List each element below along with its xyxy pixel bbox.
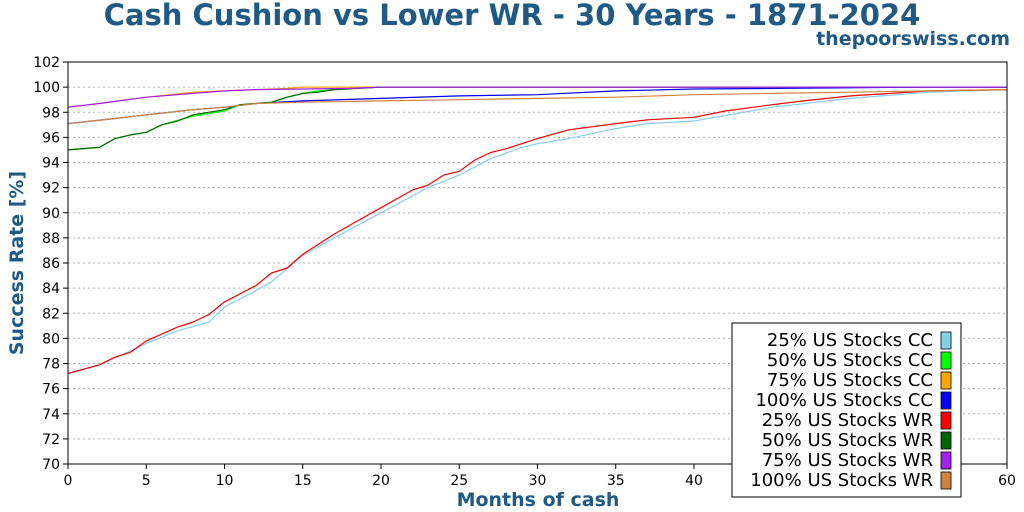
legend-swatch (940, 351, 952, 370)
series-line-5 (67, 89, 1008, 375)
y-tick-label: 88 (42, 231, 60, 247)
x-tick-label: 15 (294, 473, 312, 489)
y-tick-label: 98 (42, 105, 60, 121)
legend-swatch (940, 411, 952, 430)
legend-swatch (940, 391, 952, 410)
y-tick-label: 96 (42, 130, 60, 146)
y-tick-label: 94 (42, 156, 60, 172)
y-tick-label: 90 (42, 206, 60, 222)
y-tick-label: 82 (42, 306, 60, 322)
y-tick-label: 70 (42, 457, 60, 473)
x-axis-title: Months of cash (457, 489, 620, 511)
x-tick-label: 0 (64, 473, 73, 489)
x-tick-label: 35 (607, 473, 625, 489)
y-tick-label: 78 (42, 357, 60, 373)
x-tick-label: 5 (142, 473, 151, 489)
x-tick-label: 25 (450, 473, 468, 489)
series-line-1 (67, 89, 1008, 375)
y-tick-label: 76 (42, 382, 60, 398)
site-credit: thepoorswiss.com (816, 28, 1010, 50)
legend-swatch (940, 471, 952, 490)
legend-label: 100% US Stocks WR (750, 470, 933, 491)
y-axis: 70 72 74 76 78 80 82 84 86 88 90 92 94 96 98 100 102 (33, 55, 68, 473)
y-tick-label: 100 (33, 80, 60, 96)
y-tick-label: 72 (42, 432, 60, 448)
series-lines (67, 86, 1008, 375)
chart-title: Cash Cushion vs Lower WR - 30 Years - 18… (103, 0, 921, 32)
y-tick-label: 86 (42, 256, 60, 272)
grid-lines (68, 86, 1007, 440)
series-line-2 (67, 86, 1007, 151)
y-tick-label: 80 (42, 331, 60, 347)
legend-label: 75% US Stocks CC (767, 370, 933, 391)
legend-label: 25% US Stocks WR (762, 410, 933, 431)
series-line-6 (67, 86, 1007, 151)
legend-label: 50% US Stocks CC (767, 350, 933, 371)
legend-label: 25% US Stocks CC (767, 330, 933, 351)
y-axis-title: Success Rate [%] (6, 171, 28, 355)
legend-label: 75% US Stocks WR (762, 450, 933, 471)
legend-label: 100% US Stocks CC (755, 390, 933, 411)
legend-swatch (940, 451, 952, 470)
y-tick-label: 102 (33, 55, 60, 71)
series-line-7 (67, 86, 1007, 108)
x-tick-label: 60 (998, 473, 1016, 489)
x-tick-label: 30 (529, 473, 547, 489)
x-tick-label: 40 (685, 473, 703, 489)
legend-swatch (940, 331, 952, 350)
y-tick-label: 92 (42, 181, 60, 197)
x-tick-label: 20 (372, 473, 390, 489)
legend-swatch (940, 371, 952, 390)
y-tick-label: 74 (42, 407, 60, 423)
x-tick-label: 10 (216, 473, 234, 489)
legend-box (731, 322, 962, 498)
legend-swatch (940, 431, 952, 450)
y-tick-label: 84 (42, 281, 60, 297)
legend-label: 50% US Stocks WR (762, 430, 933, 451)
series-line-8 (67, 89, 1008, 125)
